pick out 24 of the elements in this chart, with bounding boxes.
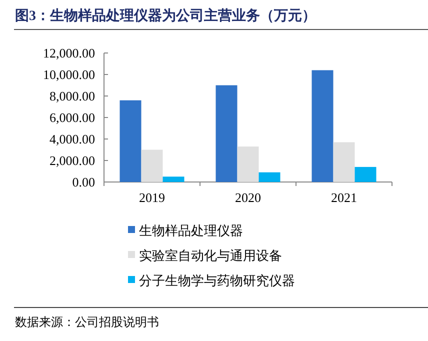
bar <box>333 142 355 182</box>
bar <box>120 100 142 182</box>
chart-title: 图3：生物样品处理仪器为公司主营业务（万元） <box>15 7 316 24</box>
bar <box>354 166 376 182</box>
bar <box>216 85 238 182</box>
legend-label: 生物样品处理仪器 <box>139 223 243 238</box>
bar <box>141 150 163 182</box>
legend-label: 实验室自动化与通用设备 <box>139 248 282 263</box>
x-tick-label: 2021 <box>331 190 357 205</box>
bar <box>162 176 184 182</box>
y-tick-label: 6,000.00 <box>50 110 95 125</box>
bar <box>237 146 259 182</box>
bar <box>312 70 334 182</box>
bar <box>258 172 280 182</box>
x-tick-label: 2020 <box>235 190 261 205</box>
y-tick-label: 4,000.00 <box>50 132 95 146</box>
y-tick-label: 0.00 <box>72 174 95 190</box>
y-tick-label: 12,000.00 <box>43 46 95 60</box>
y-tick-label: 2,000.00 <box>50 153 95 168</box>
x-tick-label: 2019 <box>139 190 165 205</box>
y-tick-label: 10,000.00 <box>43 67 95 82</box>
y-tick-label: 8,000.00 <box>50 88 95 104</box>
legend-label: 分子生物学与药物研究仪器 <box>139 273 295 288</box>
source-note: 数据来源：公司招股说明书 <box>15 315 159 329</box>
